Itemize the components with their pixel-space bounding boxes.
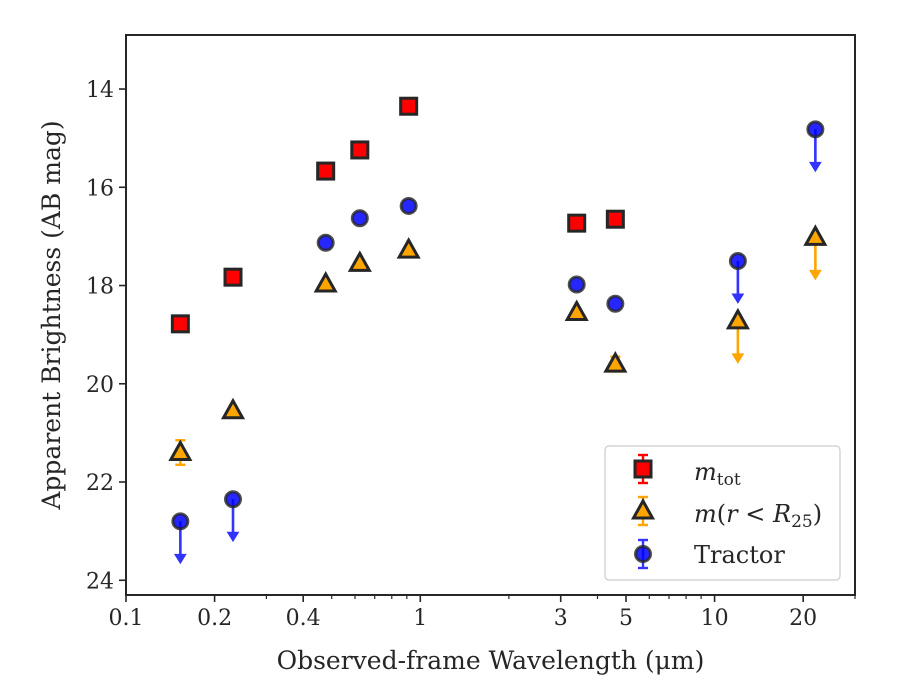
m-tot-point xyxy=(399,96,419,116)
tractor-point xyxy=(399,196,418,215)
y-tick-label: 14 xyxy=(86,78,114,103)
upper-limit-arrow-head xyxy=(808,269,822,281)
legend-label-mr25: m(r < R25) xyxy=(694,500,822,532)
m-tot-point xyxy=(316,161,336,181)
legend-mr25-r: r xyxy=(726,500,739,528)
upper-limit-arrow-head xyxy=(731,353,745,364)
legend-mr25-close: ) xyxy=(813,500,822,528)
m-r25-point xyxy=(313,270,338,293)
m-r25-point xyxy=(396,237,421,259)
tractor-point xyxy=(171,512,190,531)
m-r25-point xyxy=(347,250,372,272)
x-tick-label: 20 xyxy=(789,606,817,631)
tractor-point xyxy=(567,275,586,294)
y-tick-label: 20 xyxy=(86,373,114,398)
y-tick-label: 16 xyxy=(86,176,114,201)
tractor-point xyxy=(350,209,369,228)
legend-label-mtot: mtot xyxy=(694,458,741,490)
tractor-point xyxy=(316,233,335,252)
m-tot-point xyxy=(170,314,190,334)
tractor-point xyxy=(606,294,625,313)
y-axis: 14 16 18 20 22 24 xyxy=(86,78,126,594)
m-tot-point xyxy=(567,213,587,233)
m-r25-point xyxy=(220,397,246,420)
upper-limit-arrow-head xyxy=(731,293,745,304)
legend-mr25-m: m xyxy=(694,500,717,528)
legend-mr25-open: ( xyxy=(717,500,726,528)
m-tot-point xyxy=(223,267,243,287)
x-tick-label: 5 xyxy=(619,606,633,631)
legend-label-tractor: Tractor xyxy=(694,541,785,569)
y-tick-label: 24 xyxy=(86,569,114,594)
x-axis: 0.1 0.2 0.4 1 3 5 10 20 xyxy=(109,595,856,631)
x-tick-label: 3 xyxy=(554,606,568,631)
legend-mr25-lt: < xyxy=(738,500,773,528)
m-tot-point xyxy=(350,140,370,160)
legend-mtot-m: m xyxy=(694,458,717,486)
tractor-point xyxy=(728,251,747,270)
tractor-point xyxy=(806,120,825,139)
x-tick-label: 1 xyxy=(413,606,427,631)
m-r25-point xyxy=(803,224,828,246)
y-tick-label: 22 xyxy=(86,471,114,496)
x-tick-label: 0.4 xyxy=(286,606,321,631)
legend: mtot m(r < R25) Tractor xyxy=(604,445,841,581)
x-tick-label: 10 xyxy=(701,606,729,631)
upper-limit-arrow-head xyxy=(173,553,187,565)
m-r25-point xyxy=(603,351,628,373)
m-r25-point xyxy=(725,307,750,330)
tractor-point xyxy=(224,490,243,509)
x-tick-label: 0.2 xyxy=(197,606,232,631)
data-marks xyxy=(168,96,828,565)
plot-frame xyxy=(125,34,856,596)
legend-box xyxy=(604,445,841,581)
m-r25-point xyxy=(168,439,193,462)
x-tick-label: 0.1 xyxy=(109,606,144,631)
x-axis-label: Observed-frame Wavelength (μm) xyxy=(277,646,705,675)
legend-mtot-sub: tot xyxy=(717,470,741,490)
upper-limit-arrow-head xyxy=(808,161,822,173)
legend-markers xyxy=(630,453,656,570)
m-tot-point xyxy=(605,209,625,229)
y-tick-label: 18 xyxy=(86,275,114,300)
legend-mr25-R: R xyxy=(772,500,791,528)
legend-marker-m-tot xyxy=(633,459,653,479)
upper-limit-arrow-head xyxy=(226,531,240,543)
legend-marker-tractor xyxy=(634,545,652,563)
m-r25-point xyxy=(564,299,589,322)
legend-marker-m-r25 xyxy=(630,497,656,520)
legend-mr25-sub: 25 xyxy=(791,512,813,532)
y-axis-label: Apparent Brightness (AB mag) xyxy=(37,120,66,510)
